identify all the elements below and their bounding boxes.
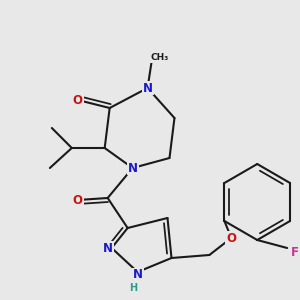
Text: O: O bbox=[73, 194, 83, 206]
Text: N: N bbox=[103, 242, 113, 254]
Text: CH₃: CH₃ bbox=[150, 53, 169, 62]
Text: N: N bbox=[133, 268, 142, 281]
Text: O: O bbox=[226, 232, 236, 244]
Text: F: F bbox=[291, 247, 299, 260]
Text: N: N bbox=[142, 82, 153, 94]
Text: H: H bbox=[130, 283, 138, 293]
Text: O: O bbox=[73, 94, 83, 106]
Text: N: N bbox=[128, 161, 138, 175]
